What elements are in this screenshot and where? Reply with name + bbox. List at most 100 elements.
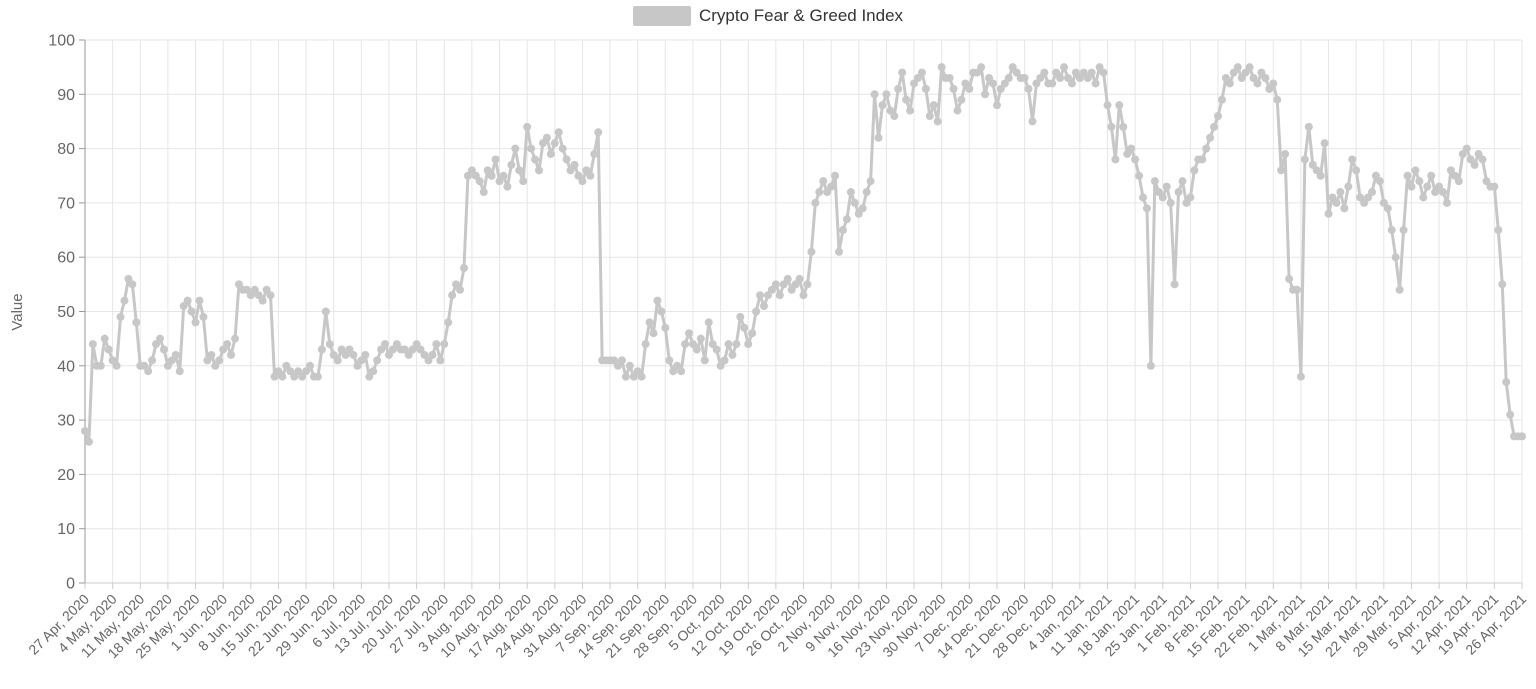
data-point[interactable]	[231, 334, 240, 343]
legend[interactable]: Crypto Fear & Greed Index	[0, 6, 1536, 26]
data-point[interactable]	[148, 356, 157, 365]
data-point[interactable]	[96, 361, 105, 370]
data-point[interactable]	[183, 296, 192, 305]
data-point[interactable]	[1498, 280, 1507, 289]
data-point[interactable]	[1269, 79, 1278, 88]
data-point[interactable]	[81, 426, 89, 435]
data-point[interactable]	[1060, 63, 1069, 72]
data-point[interactable]	[1214, 112, 1223, 121]
data-point[interactable]	[1048, 79, 1057, 88]
data-point[interactable]	[1340, 204, 1349, 213]
data-point[interactable]	[1478, 155, 1487, 164]
data-point[interactable]	[507, 160, 516, 169]
data-point[interactable]	[1281, 150, 1290, 159]
data-point[interactable]	[1403, 171, 1412, 180]
data-point[interactable]	[1091, 79, 1100, 88]
data-point[interactable]	[1158, 193, 1167, 202]
data-point[interactable]	[838, 226, 847, 235]
data-point[interactable]	[570, 160, 579, 169]
data-point[interactable]	[1454, 177, 1463, 186]
data-point[interactable]	[700, 356, 709, 365]
data-point[interactable]	[1107, 122, 1116, 131]
data-point[interactable]	[1518, 432, 1526, 441]
data-point[interactable]	[850, 198, 859, 207]
data-point[interactable]	[1166, 198, 1175, 207]
data-point[interactable]	[1131, 155, 1140, 164]
data-point[interactable]	[965, 84, 974, 93]
data-point[interactable]	[902, 95, 911, 104]
data-point[interactable]	[523, 122, 532, 131]
data-point[interactable]	[515, 166, 524, 175]
data-point[interactable]	[760, 302, 769, 311]
data-point[interactable]	[945, 74, 954, 83]
data-point[interactable]	[558, 144, 567, 153]
data-point[interactable]	[132, 318, 141, 327]
data-point[interactable]	[1099, 68, 1108, 77]
data-point[interactable]	[1139, 193, 1148, 202]
data-point[interactable]	[1273, 95, 1282, 104]
data-point[interactable]	[1142, 204, 1151, 213]
data-point[interactable]	[1170, 280, 1179, 289]
data-point[interactable]	[1087, 68, 1096, 77]
data-point[interactable]	[728, 350, 737, 359]
data-point[interactable]	[1506, 410, 1515, 419]
data-point[interactable]	[1174, 188, 1183, 197]
data-point[interactable]	[981, 90, 990, 99]
data-point[interactable]	[858, 204, 867, 213]
data-point[interactable]	[1316, 171, 1325, 180]
data-point[interactable]	[278, 372, 287, 381]
data-point[interactable]	[724, 340, 733, 349]
data-point[interactable]	[104, 345, 113, 354]
data-point[interactable]	[1245, 63, 1254, 72]
data-point[interactable]	[953, 106, 962, 115]
data-point[interactable]	[1233, 63, 1242, 72]
data-point[interactable]	[1427, 171, 1436, 180]
data-point[interactable]	[740, 323, 749, 332]
data-point[interactable]	[195, 296, 204, 305]
data-point[interactable]	[542, 133, 551, 142]
data-point[interactable]	[436, 356, 445, 365]
data-point[interactable]	[1202, 144, 1211, 153]
data-point[interactable]	[1217, 95, 1226, 104]
data-point[interactable]	[846, 188, 855, 197]
data-point[interactable]	[191, 318, 200, 327]
data-point[interactable]	[1419, 193, 1428, 202]
data-point[interactable]	[815, 188, 824, 197]
data-point[interactable]	[771, 280, 780, 289]
data-point[interactable]	[171, 350, 180, 359]
data-point[interactable]	[1253, 79, 1262, 88]
data-point[interactable]	[827, 182, 836, 191]
data-point[interactable]	[1210, 122, 1219, 131]
data-point[interactable]	[1225, 79, 1234, 88]
data-point[interactable]	[775, 291, 784, 300]
data-point[interactable]	[1150, 177, 1159, 186]
data-point[interactable]	[992, 101, 1001, 110]
data-point[interactable]	[685, 329, 694, 338]
data-point[interactable]	[1348, 155, 1357, 164]
data-point[interactable]	[1375, 177, 1384, 186]
data-point[interactable]	[1336, 188, 1345, 197]
data-point[interactable]	[799, 291, 808, 300]
data-point[interactable]	[831, 171, 840, 180]
data-point[interactable]	[1028, 117, 1037, 126]
data-point[interactable]	[266, 291, 275, 300]
data-point[interactable]	[811, 198, 820, 207]
data-point[interactable]	[696, 334, 705, 343]
data-point[interactable]	[625, 361, 634, 370]
data-point[interactable]	[1407, 182, 1416, 191]
data-point[interactable]	[459, 264, 468, 273]
data-point[interactable]	[783, 274, 792, 283]
data-point[interactable]	[957, 95, 966, 104]
data-point[interactable]	[921, 84, 930, 93]
data-point[interactable]	[878, 101, 887, 110]
data-point[interactable]	[1442, 198, 1451, 207]
data-point[interactable]	[1162, 182, 1171, 191]
data-point[interactable]	[187, 307, 196, 316]
data-point[interactable]	[1292, 285, 1301, 294]
data-point[interactable]	[657, 307, 666, 316]
data-point[interactable]	[1146, 361, 1155, 370]
data-point[interactable]	[531, 155, 540, 164]
data-point[interactable]	[819, 177, 828, 186]
data-point[interactable]	[1470, 160, 1479, 169]
data-point[interactable]	[621, 372, 630, 381]
